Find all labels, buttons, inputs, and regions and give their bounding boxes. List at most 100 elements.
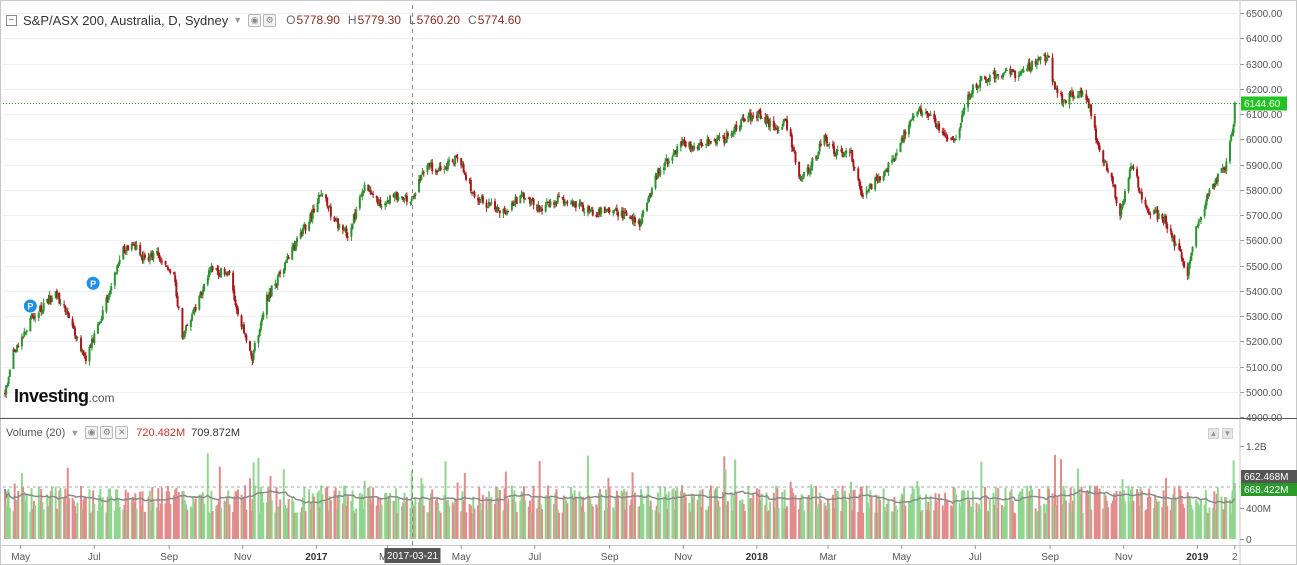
pane-down-icon[interactable]: ▼: [1222, 428, 1233, 439]
volume-bar: [241, 497, 244, 539]
volume-bar: [623, 489, 626, 539]
candle-body: [760, 117, 763, 119]
volume-bar: [632, 504, 635, 539]
candle-body: [276, 276, 279, 286]
volume-bar: [1110, 503, 1113, 539]
volume-bar: [514, 501, 517, 539]
volume-bar: [605, 489, 608, 539]
candle-body: [866, 191, 869, 193]
candle-body: [228, 271, 231, 274]
volume-bar: [528, 500, 531, 539]
volume-bar: [1113, 493, 1116, 539]
candle-body: [269, 292, 272, 297]
volume-bar: [570, 487, 573, 539]
candle-body: [666, 159, 669, 164]
volume-bar: [456, 482, 459, 539]
volume-bar: [527, 506, 530, 539]
volume-bar: [156, 507, 159, 539]
volume-bar: [1216, 487, 1219, 539]
candle-body: [886, 169, 889, 173]
candle-body: [1204, 202, 1207, 210]
volume-bar: [866, 502, 869, 539]
volume-bar: [658, 512, 661, 539]
candle-body: [590, 209, 593, 212]
candle-body: [463, 172, 466, 175]
volume-bar: [1114, 499, 1117, 539]
candle-body: [461, 163, 464, 165]
volume-bar: [671, 489, 674, 539]
candle-body: [199, 291, 202, 296]
price-tick-label: 6200.00: [1246, 85, 1283, 96]
volume-bar: [621, 492, 624, 539]
candle-body: [603, 207, 606, 213]
time-tick-label: Mar: [819, 552, 837, 563]
chevron-down-icon[interactable]: ▼: [233, 15, 243, 25]
volume-bar: [696, 499, 699, 539]
volume-bar: [1055, 505, 1058, 539]
volume-bar: [630, 499, 633, 539]
volume-bar: [731, 510, 734, 539]
volume-bar: [401, 506, 404, 539]
volume-eye-icon[interactable]: ◉: [85, 426, 99, 439]
volume-chevron-down-icon[interactable]: ▼: [70, 427, 80, 438]
candle-body: [782, 121, 785, 127]
symbol-title[interactable]: S&P/ASX 200, Australia, D, Sydney: [23, 12, 229, 28]
pane-up-icon[interactable]: ▲: [1208, 428, 1219, 439]
candle-body: [845, 150, 848, 154]
volume-moving-average-line: [4, 488, 1236, 504]
candle-body: [658, 168, 661, 174]
settings-icon[interactable]: ⚙: [263, 13, 277, 27]
volume-bar: [286, 507, 289, 539]
candle-body: [72, 325, 75, 329]
volume-bar: [320, 485, 323, 539]
volume-bar: [83, 496, 86, 539]
candle-body: [883, 170, 886, 176]
volume-bar: [1111, 500, 1114, 539]
time-tick-label: May: [452, 552, 471, 563]
candle-body: [1010, 69, 1013, 76]
candle-body: [105, 297, 108, 312]
volume-bar: [573, 490, 576, 539]
candle-body: [773, 126, 776, 131]
volume-bar: [455, 499, 458, 539]
candle-body: [895, 153, 898, 155]
candle-body: [730, 133, 733, 136]
candle-body: [538, 205, 541, 212]
volume-bar: [1061, 504, 1064, 539]
candle-body: [1122, 201, 1125, 205]
volume-bar: [125, 509, 128, 539]
candle-body: [617, 212, 620, 217]
candle-body: [99, 321, 102, 324]
candle-body: [1017, 75, 1020, 78]
volume-bar: [47, 506, 50, 539]
candle-body: [1070, 91, 1073, 95]
volume-series: [4, 453, 1236, 539]
volume-bar: [296, 512, 299, 539]
candle-body: [321, 193, 324, 195]
candle-body: [67, 313, 70, 319]
candle-body: [346, 236, 349, 238]
volume-settings-icon[interactable]: ⚙: [100, 426, 114, 439]
volume-label[interactable]: Volume (20): [6, 426, 66, 439]
volume-bar: [1198, 506, 1201, 539]
volume-bar: [1224, 497, 1227, 539]
volume-close-icon[interactable]: ✕: [115, 426, 129, 439]
volume-bar: [598, 488, 601, 539]
volume-bar: [1138, 505, 1141, 539]
candle-body: [329, 206, 332, 217]
candle-body: [650, 188, 653, 196]
candle-body: [148, 255, 151, 261]
investing-logo[interactable]: Investing.com: [14, 386, 115, 406]
eye-icon[interactable]: ◉: [248, 13, 262, 27]
candle-body: [13, 349, 16, 352]
collapse-icon[interactable]: −: [6, 14, 17, 26]
volume-bar: [334, 487, 337, 539]
volume-bar: [1068, 503, 1071, 539]
volume-bar: [124, 489, 127, 539]
candle-body: [671, 157, 674, 161]
volume-bar: [443, 494, 446, 539]
volume-bar: [169, 504, 172, 539]
volume-bar: [495, 486, 498, 539]
candle-body: [708, 142, 711, 144]
